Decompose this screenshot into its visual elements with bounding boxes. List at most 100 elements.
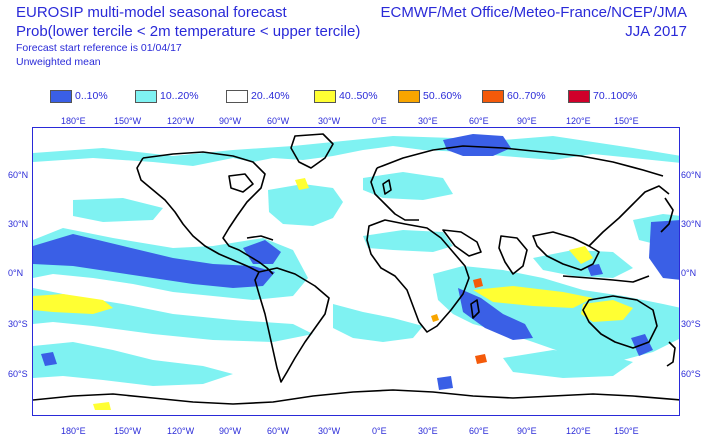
lon-label-bottom: 150°E bbox=[614, 426, 639, 436]
legend-item-10-20: 10..20% bbox=[135, 88, 199, 104]
forecast-season: JJA 2017 bbox=[625, 23, 687, 40]
color-legend: 0..10% 10..20% 20..40% 40..50% 50..60% 6… bbox=[50, 88, 660, 104]
lat-label-left: 30°N bbox=[8, 219, 29, 229]
lon-label-top: 120°W bbox=[167, 116, 195, 126]
lon-label-top: 150°W bbox=[114, 116, 142, 126]
shading-40-50 bbox=[33, 178, 633, 410]
legend-swatch bbox=[50, 89, 72, 103]
world-map bbox=[32, 127, 680, 416]
lat-label-right: 0°N bbox=[681, 268, 697, 278]
coast-greenland bbox=[290, 133, 334, 169]
legend-swatch bbox=[482, 89, 504, 103]
coast-north-america bbox=[142, 151, 274, 275]
lat-label-left: 0°N bbox=[8, 268, 24, 278]
coast-europe-west bbox=[370, 167, 419, 221]
cyan-region-south-ocean bbox=[33, 342, 233, 386]
lon-label-bottom: 0°E bbox=[372, 426, 387, 436]
lon-label-top: 90°E bbox=[517, 116, 537, 126]
blue-region-north-russia bbox=[443, 134, 511, 156]
cyan-region-south-atlantic bbox=[333, 304, 423, 342]
lon-label-bottom: 180°E bbox=[61, 426, 86, 436]
lat-label-right: 30°S bbox=[681, 319, 701, 329]
title-variable: Prob(lower tercile < 2m temperature < up… bbox=[16, 23, 361, 40]
legend-swatch bbox=[314, 89, 336, 103]
coast-arabia bbox=[442, 229, 482, 257]
lat-label-right: 60°N bbox=[681, 170, 702, 180]
lon-label-bottom: 30°W bbox=[318, 426, 341, 436]
lat-label-left: 60°S bbox=[8, 369, 28, 379]
cyan-region-north-pacific bbox=[73, 198, 163, 222]
forecast-start-reference: Forecast start reference is 01/04/17 bbox=[16, 42, 182, 54]
legend-label: 70..100% bbox=[593, 90, 638, 102]
cyan-region-north-atlantic bbox=[268, 184, 343, 226]
legend-label: 60..70% bbox=[507, 90, 546, 102]
blue-region-south-pacific-small bbox=[41, 352, 57, 366]
coast-uk bbox=[382, 179, 392, 195]
lat-label-right: 30°N bbox=[681, 219, 702, 229]
lon-label-top: 180°E bbox=[61, 116, 86, 126]
coast-caribbean bbox=[246, 235, 274, 241]
coast-antarctica bbox=[33, 389, 679, 405]
legend-item-20-40: 20..40% bbox=[226, 88, 290, 104]
lat-label-right: 60°S bbox=[681, 369, 701, 379]
coast-indonesia bbox=[562, 275, 650, 283]
blue-region-west-pacific bbox=[649, 220, 679, 280]
coast-india bbox=[498, 235, 528, 275]
legend-swatch bbox=[568, 89, 590, 103]
coast-africa bbox=[366, 219, 470, 333]
lon-label-bottom: 90°E bbox=[517, 426, 537, 436]
legend-item-0-10: 0..10% bbox=[50, 88, 108, 104]
lon-label-top: 30°W bbox=[318, 116, 341, 126]
lon-label-top: 0°E bbox=[372, 116, 387, 126]
legend-swatch bbox=[398, 89, 420, 103]
shading-50-60 bbox=[431, 314, 439, 322]
yellow-region-east-asia-small bbox=[569, 246, 593, 264]
lon-label-bottom: 120°W bbox=[167, 426, 195, 436]
forecast-centres: ECMWF/Met Office/Meteo-France/NCEP/JMA bbox=[380, 4, 687, 21]
probability-map-svg bbox=[33, 133, 679, 410]
red-region-indian-south bbox=[475, 354, 487, 364]
legend-swatch bbox=[226, 89, 248, 103]
legend-label: 50..60% bbox=[423, 90, 462, 102]
coast-north-america-west bbox=[136, 157, 260, 273]
yellow-region-polar-small bbox=[93, 402, 111, 410]
lon-label-top: 60°W bbox=[267, 116, 290, 126]
lon-label-bottom: 60°E bbox=[469, 426, 489, 436]
blue-region-antarctic bbox=[437, 376, 453, 390]
yellow-region-indian-ocean bbox=[473, 286, 593, 308]
legend-label: 0..10% bbox=[75, 90, 108, 102]
blue-region-pacific-equatorial bbox=[33, 234, 275, 288]
coast-south-america bbox=[254, 267, 330, 383]
coast-hudson-bay bbox=[228, 173, 254, 193]
lon-label-bottom: 150°W bbox=[114, 426, 142, 436]
legend-item-50-60: 50..60% bbox=[398, 88, 462, 104]
coast-europe-asia-north bbox=[376, 145, 664, 177]
orange-region-africa-west bbox=[431, 314, 439, 322]
cyan-region-africa-north bbox=[363, 230, 453, 252]
lon-label-bottom: 60°W bbox=[267, 426, 290, 436]
cyan-region-antarctic-east bbox=[503, 350, 633, 378]
lon-label-top: 30°E bbox=[418, 116, 438, 126]
coast-china-east bbox=[588, 185, 670, 247]
legend-label: 20..40% bbox=[251, 90, 290, 102]
legend-label: 10..20% bbox=[160, 90, 199, 102]
cyan-region-north-polar bbox=[33, 136, 679, 166]
title-model: EUROSIP multi-model seasonal forecast bbox=[16, 4, 287, 21]
lat-label-left: 60°N bbox=[8, 170, 29, 180]
shading-60-70 bbox=[473, 278, 487, 364]
yellow-region-australia bbox=[581, 300, 633, 322]
coast-madagascar bbox=[470, 299, 480, 319]
cyan-region-southeast-asia bbox=[533, 250, 633, 278]
lon-label-bottom: 120°E bbox=[566, 426, 591, 436]
weighting-note: Unweighted mean bbox=[16, 56, 101, 68]
blue-region-indo-small bbox=[587, 264, 603, 276]
yellow-region-atlantic-small bbox=[295, 178, 309, 190]
lon-label-top: 150°E bbox=[614, 116, 639, 126]
red-region-africa-east bbox=[473, 278, 483, 288]
legend-label: 40..50% bbox=[339, 90, 378, 102]
legend-item-70-100: 70..100% bbox=[568, 88, 637, 104]
coast-new-zealand bbox=[666, 341, 676, 367]
legend-item-40-50: 40..50% bbox=[314, 88, 378, 104]
legend-item-60-70: 60..70% bbox=[482, 88, 546, 104]
lon-label-top: 60°E bbox=[469, 116, 489, 126]
